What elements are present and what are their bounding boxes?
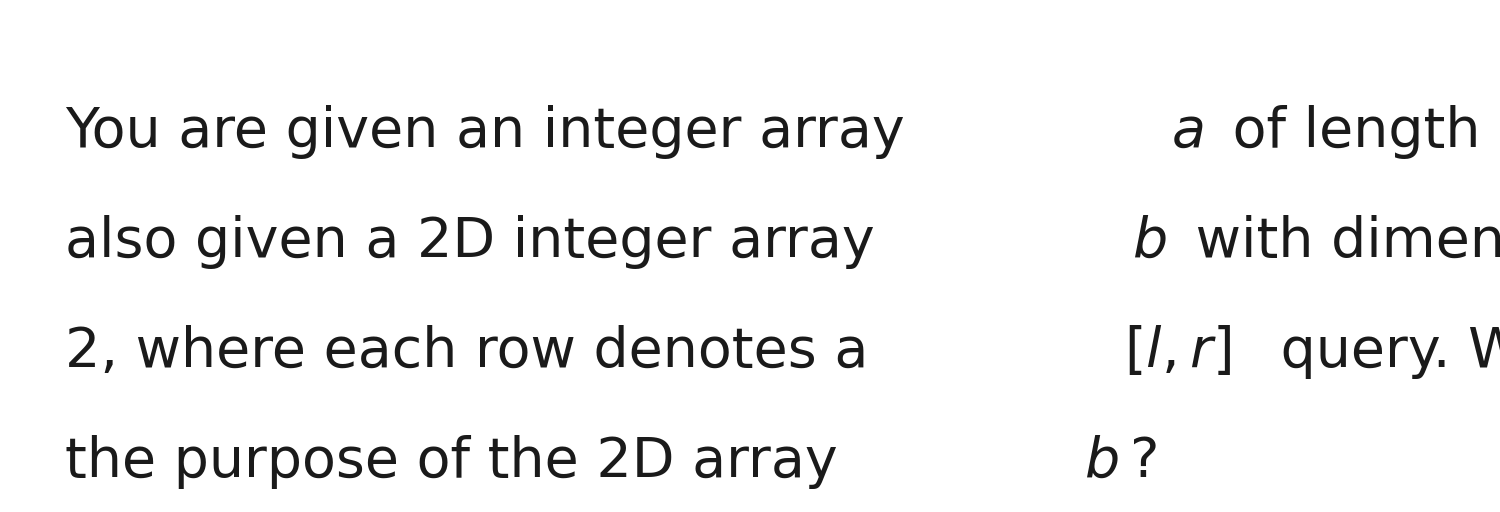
Text: b: b bbox=[1084, 435, 1120, 488]
Text: ?: ? bbox=[1131, 435, 1160, 489]
Text: of length: of length bbox=[1215, 105, 1498, 159]
Text: $[l, r]$: $[l, r]$ bbox=[1125, 325, 1232, 379]
Text: also given a 2D integer array: also given a 2D integer array bbox=[64, 215, 892, 269]
Text: You are given an integer array: You are given an integer array bbox=[64, 105, 922, 159]
Text: query. What is: query. What is bbox=[1263, 325, 1500, 379]
Text: 2, where each row denotes a: 2, where each row denotes a bbox=[64, 325, 886, 379]
Text: a: a bbox=[1172, 105, 1206, 158]
Text: with dimensions: with dimensions bbox=[1178, 215, 1500, 269]
Text: the purpose of the 2D array: the purpose of the 2D array bbox=[64, 435, 855, 489]
Text: b: b bbox=[1132, 215, 1168, 268]
